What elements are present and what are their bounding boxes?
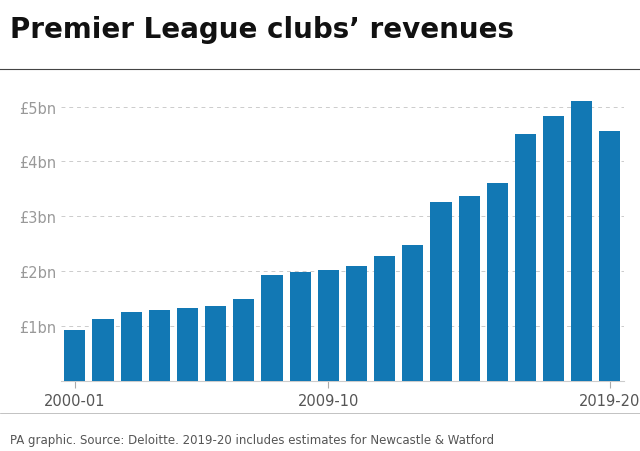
Bar [374, 257, 396, 381]
Bar [515, 135, 536, 381]
Bar [459, 197, 480, 381]
Bar [262, 276, 283, 381]
Bar [290, 273, 311, 381]
Bar [149, 310, 170, 381]
Bar [234, 299, 255, 381]
Bar [487, 184, 508, 381]
Bar [572, 102, 593, 381]
Bar [64, 331, 86, 381]
Bar [431, 202, 452, 381]
Text: PA graphic. Source: Deloitte. 2019-20 includes estimates for Newcastle & Watford: PA graphic. Source: Deloitte. 2019-20 in… [10, 433, 493, 446]
Bar [205, 306, 227, 381]
Bar [403, 245, 424, 381]
Bar [543, 117, 564, 381]
Bar [317, 271, 339, 381]
Text: Premier League clubs’ revenues: Premier League clubs’ revenues [10, 16, 514, 44]
Bar [92, 320, 114, 381]
Bar [177, 309, 198, 381]
Bar [120, 313, 142, 381]
Bar [600, 132, 621, 381]
Bar [346, 266, 367, 381]
